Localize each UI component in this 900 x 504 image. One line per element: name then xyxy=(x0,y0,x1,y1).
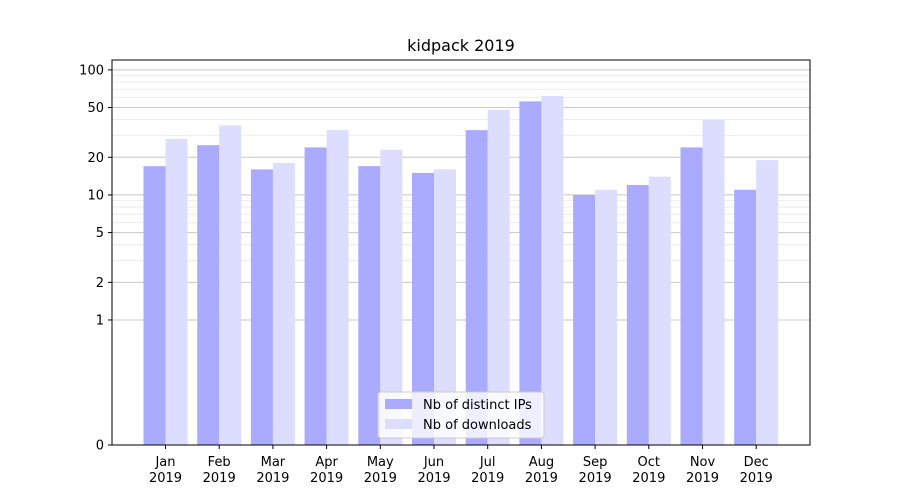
x-tick-label-year: 2019 xyxy=(203,471,236,486)
x-tick-label-month: Jul xyxy=(479,455,496,470)
x-tick-label-year: 2019 xyxy=(310,471,343,486)
x-tick-label-month: Nov xyxy=(690,455,716,470)
y-tick-label: 100 xyxy=(79,63,104,78)
legend-swatch xyxy=(385,419,412,429)
legend-box xyxy=(377,391,545,439)
y-axis: 0 1 2 5 10 20 50 100 xyxy=(79,63,112,454)
x-tick-label-year: 2019 xyxy=(525,471,558,486)
plot-frame xyxy=(111,59,811,446)
bar-distinct-ips xyxy=(734,189,757,445)
x-tick-label-year: 2019 xyxy=(256,471,289,486)
y-tick-label: 10 xyxy=(87,188,104,203)
legend-label: Nb of downloads xyxy=(423,418,532,433)
x-tick-label-year: 2019 xyxy=(364,471,397,486)
bar-distinct-ips xyxy=(412,172,434,445)
bar-distinct-ips xyxy=(680,147,703,446)
y-tick-label: 50 xyxy=(87,101,104,116)
y-tick-label: 0 xyxy=(96,439,104,454)
bar-downloads xyxy=(756,160,779,445)
legend: Nb of distinct IPs Nb of downloads xyxy=(377,391,545,439)
bar-distinct-ips xyxy=(465,130,488,445)
y-tick-label: 5 xyxy=(96,226,104,241)
bars-group xyxy=(143,95,779,446)
legend-label: Nb of distinct IPs xyxy=(423,398,532,413)
x-tick-label-year: 2019 xyxy=(471,471,504,486)
bar-downloads xyxy=(648,176,671,445)
bar-distinct-ips xyxy=(250,169,273,445)
chart-title: kidpack 2019 xyxy=(407,36,515,55)
bar-distinct-ips xyxy=(304,147,327,446)
x-tick-label-year: 2019 xyxy=(579,471,612,486)
y-tick-label: 2 xyxy=(96,276,104,291)
bar-downloads xyxy=(219,125,242,445)
x-tick-label-month: Sep xyxy=(583,455,608,470)
x-tick-label-month: Aug xyxy=(529,455,554,470)
legend-swatch xyxy=(385,399,412,409)
bar-downloads xyxy=(326,130,349,445)
bar-distinct-ips xyxy=(573,194,596,445)
bar-downloads xyxy=(272,163,295,445)
x-tick-label-month: May xyxy=(367,455,394,470)
x-tick-label-year: 2019 xyxy=(417,471,450,486)
bar-distinct-ips xyxy=(358,166,381,445)
bar-downloads xyxy=(595,189,618,445)
x-tick-label-year: 2019 xyxy=(149,471,182,486)
bar-distinct-ips xyxy=(197,145,220,445)
y-tick-label: 1 xyxy=(96,313,104,328)
x-tick-label-month: Apr xyxy=(315,455,338,470)
x-tick-label-year: 2019 xyxy=(686,471,719,486)
x-tick-label-month: Oct xyxy=(638,455,660,470)
x-axis: Jan2019Feb2019Mar2019Apr2019May2019Jun20… xyxy=(149,445,773,486)
x-tick-label-month: Mar xyxy=(261,455,286,470)
bar-downloads xyxy=(487,109,510,445)
bar-downloads xyxy=(541,95,564,446)
bar-downloads xyxy=(434,169,456,445)
x-tick-label-year: 2019 xyxy=(740,471,773,486)
bar-downloads xyxy=(165,139,188,445)
bar-distinct-ips xyxy=(519,101,542,445)
bar-downloads xyxy=(702,119,725,446)
bar-distinct-ips xyxy=(143,166,166,445)
x-tick-label-month: Dec xyxy=(744,455,769,470)
bar-distinct-ips xyxy=(626,185,649,445)
x-tick-label-month: Jan xyxy=(154,455,175,470)
x-tick-label-year: 2019 xyxy=(632,471,665,486)
y-tick-label: 20 xyxy=(87,151,104,166)
x-tick-label-month: Feb xyxy=(208,455,231,470)
x-tick-label-month: Jun xyxy=(423,455,444,470)
bar-downloads xyxy=(380,149,403,446)
